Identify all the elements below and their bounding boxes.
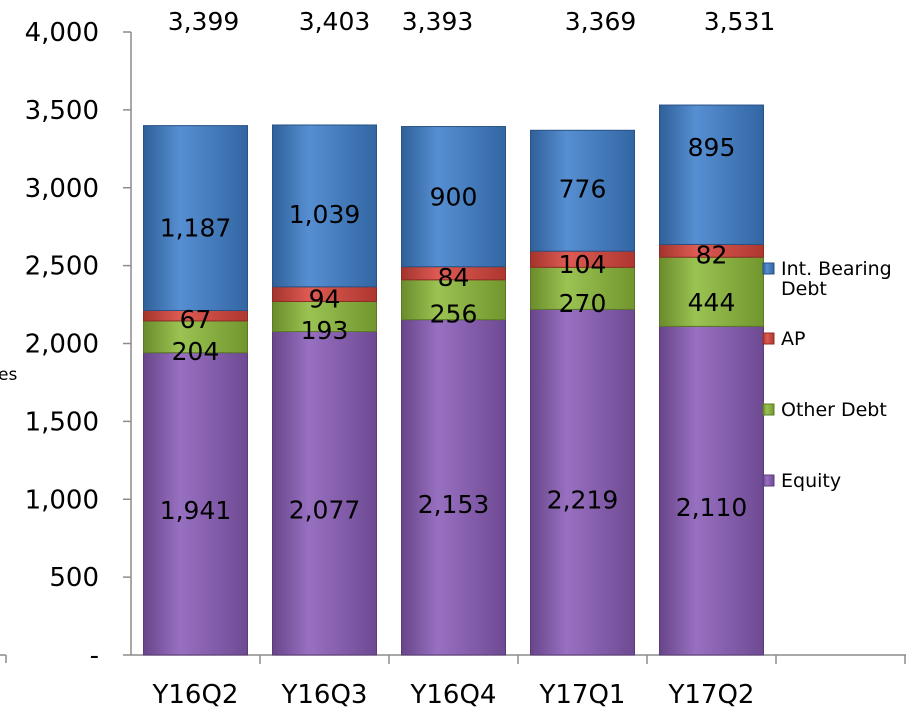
total-value-label: 3,531 [704,7,776,36]
y-tick-label: 1,000 [25,485,99,515]
total-value-label: 3,369 [565,7,637,36]
x-tick-label: Y17Q1 [539,680,626,710]
bar-segment-int-bearing-debt [143,125,248,311]
segment-value-label: 2,153 [418,490,490,519]
bar-segment-other-debt [272,300,377,333]
legend-label: Debt [781,278,827,300]
segment-value-label: 82 [696,241,728,270]
bar-segment-equity [143,352,248,656]
y-tick-label: 1,500 [25,407,99,437]
segment-value-label: 2,110 [676,493,748,522]
y-tick-label: 2,000 [25,330,99,360]
bar-segment-int-bearing-debt [272,124,377,288]
bar-segment-equity [659,325,764,656]
legend-swatch-ap [762,332,775,345]
legend-label: AP [781,328,805,350]
y-tick-label: 3,000 [25,174,99,204]
segment-value-label: 1,941 [160,496,232,525]
axes: - 500 1,000 1,500 2,000 2,500 3,000 3,500 4,000 e… [0,18,906,710]
y-axis-label-fragment: es [0,365,17,385]
legend-label: Equity [781,470,841,492]
y-tick-label: - [90,641,99,671]
segment-value-label: 1,039 [289,200,361,229]
segment-value-label: 270 [559,289,607,318]
total-value-label: 3,393 [402,7,474,36]
bar-segment-other-debt [401,279,506,321]
segment-value-label: 2,219 [547,485,619,514]
bar-segment-equity [272,331,377,656]
legend-label: Other Debt [781,399,887,421]
segment-value-label: 444 [688,288,736,317]
bar-segment-int-bearing-debt [659,104,764,245]
segment-value-label: 2,077 [289,495,361,524]
x-tick-label: Y17Q2 [668,680,755,710]
y-tick-label: 2,500 [25,252,99,282]
x-tick-label: Y16Q4 [410,680,497,710]
bar-segment-other-debt [659,256,764,327]
bars [143,104,764,656]
y-tick-label: 4,000 [25,18,99,48]
bar-segment-equity [530,308,635,656]
bar-segment-equity [401,319,506,656]
segment-value-label: 193 [301,316,349,345]
segment-value-label: 895 [688,133,736,162]
segment-value-label: 67 [180,305,212,334]
segment-value-label: 204 [172,337,220,366]
x-tick-label: Y16Q3 [281,680,368,710]
y-tick-label: 500 [49,563,99,593]
legend-swatch-other-debt [762,403,775,416]
bar-segment-other-debt [530,266,635,310]
segment-value-label: 256 [430,300,478,329]
legend-swatch-int-bearing-debt [762,262,775,275]
segment-value-label: 900 [430,183,478,212]
segment-value-label: 94 [309,285,341,314]
x-tick-label: Y16Q2 [152,680,239,710]
total-value-label: 3,399 [168,7,240,36]
legend-label: Int. Bearing [781,258,892,280]
total-value-label: 3,403 [299,7,371,36]
segment-value-label: 84 [438,263,470,292]
segment-value-label: 1,187 [160,213,232,242]
bar-segment-int-bearing-debt [530,129,635,252]
segment-value-label: 776 [559,174,607,203]
bar-segment-int-bearing-debt [401,126,506,268]
segment-value-label: 104 [559,250,607,279]
y-tick-label: 3,500 [25,96,99,126]
legend-swatch-equity [762,474,775,487]
